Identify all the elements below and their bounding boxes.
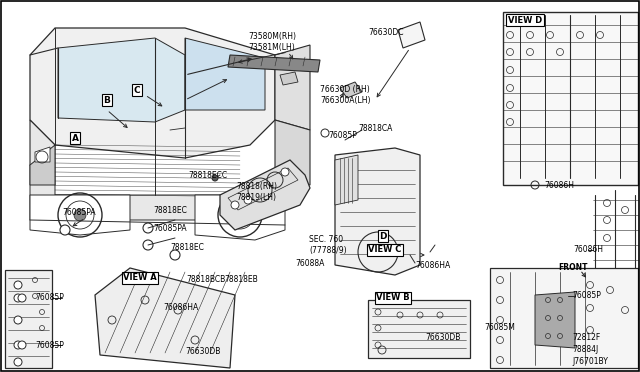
Text: 73580M(RH)
73581M(LH): 73580M(RH) 73581M(LH) — [248, 32, 296, 52]
Circle shape — [212, 175, 218, 181]
Text: 76630DB: 76630DB — [425, 334, 460, 343]
Text: 76086H: 76086H — [544, 180, 574, 189]
Polygon shape — [30, 165, 275, 220]
Polygon shape — [185, 38, 265, 110]
Polygon shape — [220, 160, 310, 230]
Polygon shape — [228, 55, 320, 72]
Text: SEC. 760
(77788/9): SEC. 760 (77788/9) — [309, 235, 347, 255]
Circle shape — [18, 341, 26, 349]
Polygon shape — [340, 82, 362, 98]
Polygon shape — [490, 268, 638, 368]
Polygon shape — [535, 292, 575, 348]
Circle shape — [234, 209, 246, 221]
Text: 78818(RH)
78819(LH): 78818(RH) 78819(LH) — [236, 182, 277, 202]
Polygon shape — [280, 72, 298, 85]
Text: 76086HA: 76086HA — [163, 304, 198, 312]
Circle shape — [321, 129, 329, 137]
Text: VIEW C: VIEW C — [368, 246, 402, 254]
Circle shape — [60, 225, 70, 235]
Polygon shape — [503, 12, 638, 185]
Circle shape — [244, 196, 252, 204]
Polygon shape — [195, 195, 285, 240]
Polygon shape — [368, 300, 470, 358]
Text: D: D — [380, 231, 387, 241]
Polygon shape — [335, 148, 420, 275]
Text: 76085PA: 76085PA — [62, 208, 95, 217]
Text: 78884J: 78884J — [572, 346, 598, 355]
Circle shape — [231, 201, 239, 209]
Polygon shape — [30, 28, 275, 158]
Circle shape — [170, 250, 180, 260]
Polygon shape — [30, 145, 55, 185]
Polygon shape — [58, 38, 185, 122]
Text: 76630DC: 76630DC — [368, 28, 403, 36]
Text: 76086H: 76086H — [573, 246, 603, 254]
Text: VIEW D: VIEW D — [508, 16, 542, 25]
Polygon shape — [275, 45, 310, 130]
Text: B: B — [104, 96, 111, 105]
Circle shape — [143, 223, 153, 233]
Polygon shape — [95, 268, 235, 368]
Text: 78818BCB: 78818BCB — [186, 276, 225, 285]
Polygon shape — [30, 195, 130, 235]
Text: VIEW A: VIEW A — [123, 273, 157, 282]
Circle shape — [74, 209, 86, 221]
Text: 76085P: 76085P — [328, 131, 357, 140]
Polygon shape — [30, 120, 55, 185]
Polygon shape — [5, 270, 52, 368]
Text: J76701BY: J76701BY — [572, 357, 608, 366]
Text: A: A — [72, 134, 79, 142]
Circle shape — [18, 294, 26, 302]
Text: 76088A: 76088A — [295, 259, 324, 267]
Circle shape — [14, 358, 22, 366]
Circle shape — [143, 240, 153, 250]
Text: 76085P: 76085P — [35, 294, 64, 302]
Circle shape — [14, 341, 22, 349]
Text: 72812F: 72812F — [572, 333, 600, 341]
Text: 76085P: 76085P — [35, 340, 64, 350]
Polygon shape — [35, 147, 50, 162]
Text: C: C — [134, 86, 140, 94]
Text: 78818CA: 78818CA — [358, 124, 392, 132]
Text: 76630DB: 76630DB — [185, 347, 220, 356]
Text: VIEW B: VIEW B — [376, 294, 410, 302]
Circle shape — [14, 316, 22, 324]
Text: 76086HA: 76086HA — [415, 260, 451, 269]
Circle shape — [14, 294, 22, 302]
Text: 78818EB: 78818EB — [224, 276, 258, 285]
Text: 78818EC: 78818EC — [153, 205, 187, 215]
Polygon shape — [275, 120, 310, 185]
Text: 76085M: 76085M — [484, 324, 515, 333]
Polygon shape — [398, 22, 425, 48]
Text: 76085P: 76085P — [572, 292, 601, 301]
Text: 78818ECC: 78818ECC — [188, 170, 227, 180]
Circle shape — [281, 168, 289, 176]
Polygon shape — [335, 155, 358, 205]
Text: 76085PA: 76085PA — [153, 224, 187, 232]
Text: 78818EC: 78818EC — [170, 244, 204, 253]
Circle shape — [14, 281, 22, 289]
Text: 76630D (RH)
766300A(LH): 76630D (RH) 766300A(LH) — [320, 85, 371, 105]
Text: FRONT: FRONT — [558, 263, 588, 273]
